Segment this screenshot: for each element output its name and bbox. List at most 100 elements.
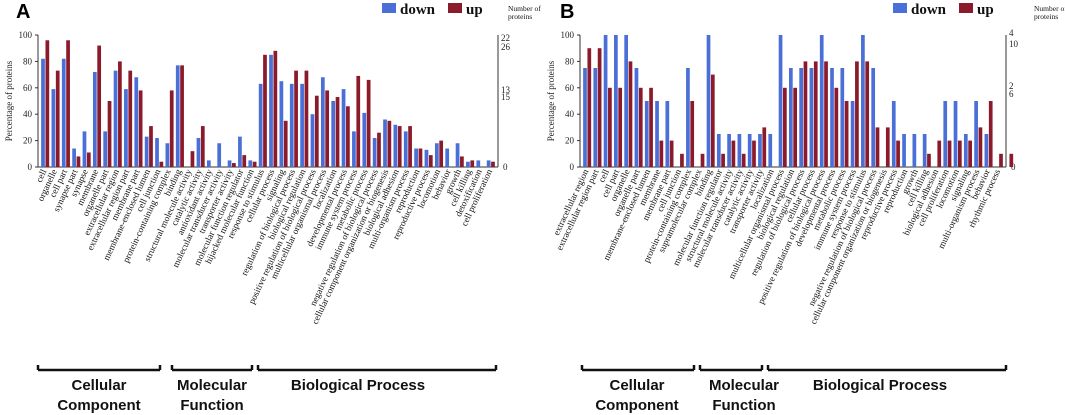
y-tick-label: 20 xyxy=(565,136,575,146)
bar-up xyxy=(824,61,828,167)
bar-down xyxy=(61,58,66,168)
bar-down xyxy=(644,101,649,167)
bar-down xyxy=(414,148,418,167)
right-tick-label: 10 xyxy=(1009,39,1019,49)
bar-up xyxy=(927,153,931,167)
right-axis-label-line2: proteins xyxy=(508,12,532,21)
bar-up xyxy=(325,90,330,167)
bar-down xyxy=(984,134,989,167)
bar-down xyxy=(963,134,968,167)
legend-label-down: down xyxy=(400,2,436,18)
bar-up xyxy=(700,153,705,167)
bar-up xyxy=(618,87,623,167)
bar-down xyxy=(583,68,587,167)
bar-up xyxy=(752,140,756,167)
group-label-line1: Cellular xyxy=(609,377,664,394)
bar-down xyxy=(861,35,865,167)
bar-up xyxy=(638,87,643,167)
bar-up xyxy=(283,120,288,167)
bar-down xyxy=(486,160,491,167)
right-tick-label: 15 xyxy=(501,92,511,102)
bar-down xyxy=(92,71,97,167)
bar-down xyxy=(809,68,814,167)
bar-up xyxy=(107,101,112,167)
right-tick-label: 0 xyxy=(1011,162,1016,172)
bar-up xyxy=(865,61,870,167)
bar-down xyxy=(113,70,118,167)
bar-up xyxy=(813,61,818,167)
bar-up xyxy=(314,95,319,167)
right-axis-label-line1: Number of xyxy=(1034,4,1065,13)
bar-up xyxy=(128,70,133,167)
bar-down xyxy=(196,137,201,167)
y-tick-label: 60 xyxy=(23,83,33,93)
bar-down xyxy=(227,160,232,167)
bar-up xyxy=(721,153,725,167)
bar-down xyxy=(727,134,731,167)
bar-down xyxy=(819,35,824,167)
bar-down xyxy=(258,83,263,167)
bar-up xyxy=(418,148,423,167)
group-label-line2: Function xyxy=(180,397,243,414)
bar-down xyxy=(737,134,742,167)
right-tick-label: 4 xyxy=(1009,28,1014,38)
bar-up xyxy=(885,127,890,167)
bar-down xyxy=(799,68,803,167)
bar-down xyxy=(300,83,304,167)
bar-down xyxy=(320,77,325,167)
bar-down xyxy=(134,77,139,167)
bar-up xyxy=(628,61,633,167)
y-tick-label: 40 xyxy=(565,109,575,119)
bar-up xyxy=(377,132,381,167)
bar-down xyxy=(51,89,56,167)
bar-up xyxy=(200,126,205,167)
bar-up xyxy=(118,61,122,167)
bar-up xyxy=(346,106,350,167)
bar-up xyxy=(844,101,849,167)
bar-down xyxy=(279,81,284,167)
bar-down xyxy=(747,134,752,167)
bar-up xyxy=(669,140,674,167)
bar-down xyxy=(943,101,948,167)
y-tick-label: 0 xyxy=(28,162,33,172)
bar-down xyxy=(788,68,793,167)
bar-down xyxy=(248,160,253,167)
bar-down xyxy=(434,143,439,167)
bar-up xyxy=(180,65,184,167)
bar-down xyxy=(953,101,958,167)
bar-down xyxy=(383,119,387,167)
bar-up xyxy=(397,126,402,167)
right-tick-label: 22 xyxy=(501,33,510,43)
legend-swatch-down xyxy=(382,3,396,13)
bar-down xyxy=(902,134,906,167)
bar-up xyxy=(968,140,972,167)
bar-down xyxy=(634,68,639,167)
y-tick-label: 40 xyxy=(23,109,33,119)
bar-up xyxy=(408,126,412,167)
bar-up xyxy=(439,140,444,167)
bar-down xyxy=(614,35,618,167)
right-tick-label: 0 xyxy=(503,162,508,172)
bar-up xyxy=(659,140,664,167)
legend-swatch-up xyxy=(448,3,462,13)
y-tick-label: 80 xyxy=(565,56,575,66)
bar-down xyxy=(716,134,721,167)
group-label-line1: Molecular xyxy=(709,377,779,394)
y-tick-label: 100 xyxy=(561,30,575,40)
bar-up xyxy=(86,152,91,167)
bar-down xyxy=(922,134,927,167)
bar-down xyxy=(206,160,211,167)
bar-up xyxy=(169,90,174,167)
bar-up xyxy=(741,153,746,167)
bar-up xyxy=(428,155,433,167)
bar-down xyxy=(238,136,242,167)
bar-up xyxy=(460,156,464,167)
bar-up xyxy=(356,75,361,167)
bar-up xyxy=(803,61,808,167)
bar-down xyxy=(165,143,170,167)
right-axis-label-line2: proteins xyxy=(1034,12,1058,21)
bar-down xyxy=(403,131,408,167)
